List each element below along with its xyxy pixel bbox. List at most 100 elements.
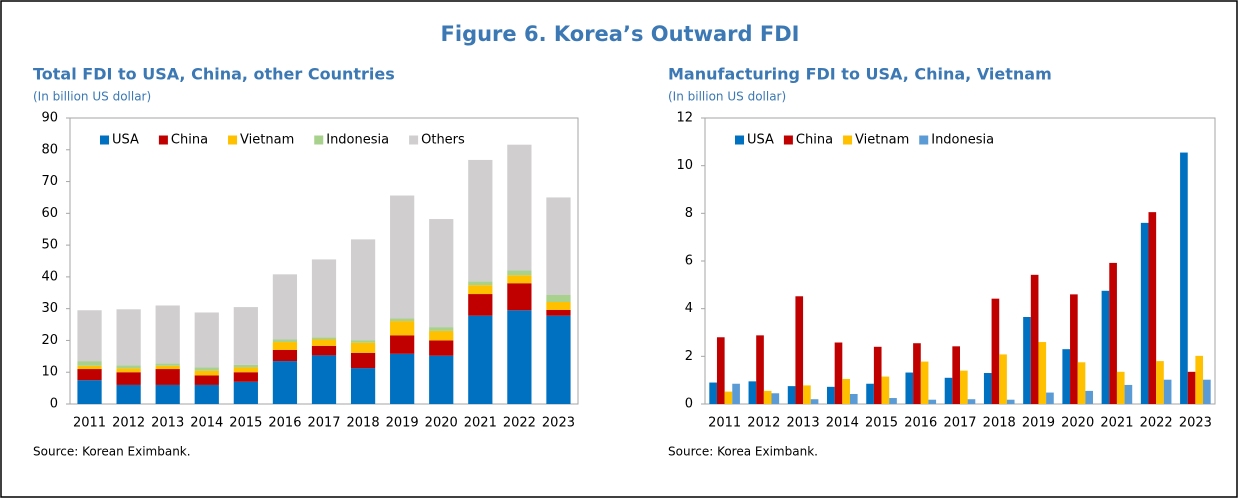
x-tick-label: 2016 (904, 416, 937, 431)
bar-segment (468, 294, 493, 316)
chart-subtitle: (In billion US dollar) (668, 90, 786, 104)
y-tick-label: 4 (685, 301, 693, 316)
bar-segment (155, 384, 180, 404)
y-tick-label: 20 (41, 333, 58, 348)
bar-segment (155, 305, 180, 364)
bar-segment (390, 321, 415, 336)
bar-segment (194, 375, 219, 385)
bar (834, 342, 843, 404)
bar (763, 390, 772, 404)
bar-segment (272, 342, 298, 350)
bar-segment (116, 372, 141, 385)
x-tick-label: 2023 (542, 416, 575, 431)
bar-segment (468, 159, 493, 282)
x-tick-label: 2015 (229, 416, 262, 431)
bar-segment (311, 339, 337, 346)
bar (827, 386, 835, 404)
x-tick-label: 2021 (1100, 416, 1133, 431)
bar-segment (350, 239, 376, 341)
bar (842, 378, 850, 404)
bar-segment (233, 364, 258, 368)
bar-segment (429, 340, 454, 356)
bar-segment (546, 301, 571, 310)
y-tick-label: 70 (41, 174, 58, 189)
y-tick-label: 12 (676, 111, 693, 126)
bar-segment (194, 384, 219, 404)
x-tick-label: 2014 (826, 416, 859, 431)
bar (944, 377, 953, 404)
bar-segment (233, 367, 258, 373)
x-tick-label: 2019 (386, 416, 419, 431)
bar-segment (429, 327, 454, 331)
bar-segment (390, 195, 415, 319)
bar-segment (507, 144, 532, 271)
bar (1077, 362, 1086, 404)
bar (1124, 384, 1133, 404)
bar (913, 343, 921, 404)
bar-segment (272, 361, 298, 404)
bar-segment (194, 367, 219, 371)
x-tick-label: 2022 (1140, 416, 1173, 431)
bar (849, 393, 858, 404)
bar-segment (429, 355, 454, 404)
bar (1062, 349, 1071, 404)
bar-segment (546, 197, 571, 296)
bar-segment (507, 310, 532, 404)
x-tick-label: 2013 (151, 416, 184, 431)
bar-segment (233, 307, 258, 365)
bar (724, 391, 733, 404)
legend-label: Others (421, 133, 465, 148)
bar-segment (507, 270, 532, 276)
y-tick-label: 0 (685, 397, 693, 412)
legend-label: Vietnam (240, 133, 294, 148)
bar-segment (390, 353, 415, 404)
bar (1109, 262, 1117, 404)
legend-swatch (228, 135, 238, 145)
legend-swatch (100, 135, 109, 145)
x-tick-label: 2019 (1022, 416, 1055, 431)
bar-segment (194, 312, 219, 368)
bar-segment (350, 342, 376, 353)
y-tick-label: 60 (41, 206, 58, 221)
bar-segment (272, 274, 298, 340)
y-tick-label: 40 (41, 269, 58, 284)
x-tick-label: 2016 (268, 416, 301, 431)
chart-title: Manufacturing FDI to USA, China, Vietnam (668, 65, 1052, 84)
bar-segment (77, 380, 102, 404)
bar-segment (468, 315, 493, 404)
bar-segment (429, 219, 454, 328)
legend-swatch (314, 135, 324, 145)
bar-segment (311, 337, 337, 340)
bar-segment (116, 384, 141, 404)
bar (1140, 222, 1149, 404)
bar-segment (311, 345, 337, 356)
bar (1180, 152, 1188, 404)
legend-swatch (843, 135, 853, 145)
bar (920, 361, 929, 404)
bar-segment (155, 365, 180, 370)
bar (1203, 379, 1211, 404)
bar-segment (311, 259, 337, 338)
bar-segment (390, 318, 415, 322)
bar (732, 383, 740, 404)
legend-label: Indonesia (931, 133, 994, 148)
x-tick-label: 2021 (464, 416, 497, 431)
bar (1046, 392, 1054, 404)
bar (999, 354, 1007, 404)
legend-swatch (735, 135, 744, 145)
bar (756, 335, 764, 404)
bar (716, 337, 725, 404)
x-tick-label: 2017 (307, 416, 340, 431)
bar-segment (546, 295, 571, 302)
x-tick-label: 2020 (1061, 416, 1094, 431)
bar-segment (155, 369, 180, 385)
bar (771, 393, 780, 404)
bar-segment (311, 355, 337, 404)
x-tick-label: 2014 (190, 416, 223, 431)
bar-segment (233, 372, 258, 382)
legend-swatch (409, 135, 419, 145)
bar (1195, 355, 1204, 404)
bar-segment (272, 339, 298, 343)
x-tick-label: 2020 (425, 416, 458, 431)
